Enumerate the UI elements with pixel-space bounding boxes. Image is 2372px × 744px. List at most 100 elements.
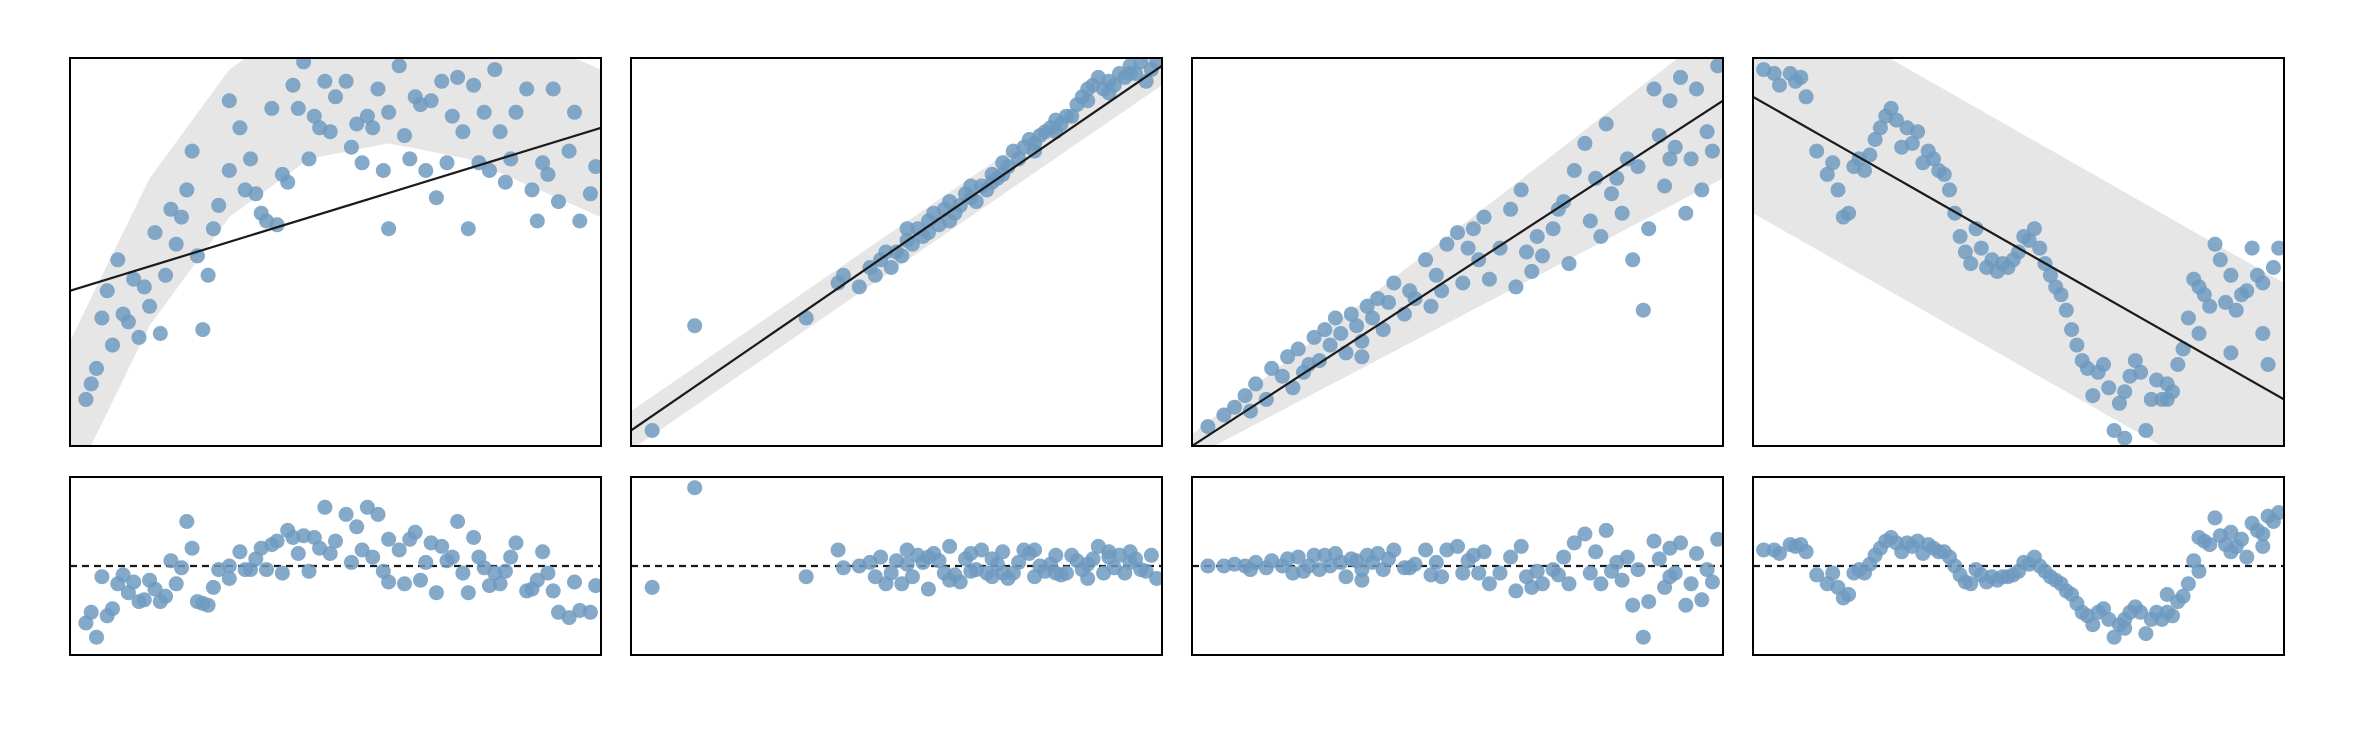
scatter-point <box>264 100 280 116</box>
scatter-point <box>1264 360 1280 376</box>
scatter-point <box>428 585 444 601</box>
scatter-point <box>237 562 253 578</box>
scatter-point <box>221 571 237 586</box>
scatter-point <box>460 585 476 601</box>
scatter-point <box>1138 73 1154 89</box>
scatter-point <box>1662 93 1678 109</box>
scatter-point <box>1423 298 1439 314</box>
scatter-point <box>1577 526 1593 542</box>
panel-frame <box>69 476 602 656</box>
scatter-point <box>391 58 407 74</box>
scatter-point <box>1561 576 1577 592</box>
scatter-point <box>1798 89 1814 105</box>
scatter-point <box>444 108 460 124</box>
scatter-point <box>136 592 152 608</box>
scatter-point <box>381 531 397 547</box>
scatter-point <box>545 583 561 599</box>
scatter-point <box>2138 423 2154 438</box>
scatter-point <box>1402 283 1418 299</box>
scatter-point <box>343 554 359 570</box>
scatter-point <box>567 104 582 120</box>
scatter-point <box>2021 232 2037 248</box>
panel-frame <box>1191 476 1724 656</box>
scatter-point <box>1333 326 1349 341</box>
scatter-point <box>1027 542 1043 558</box>
scatter-point <box>455 565 471 581</box>
scatter-point <box>492 124 508 140</box>
scatter-point <box>942 572 958 588</box>
scatter-point <box>1359 298 1375 314</box>
scatter-point <box>1942 182 1957 198</box>
scatter-point <box>1819 166 1835 182</box>
scatter-point <box>942 538 958 554</box>
scatter-point <box>899 542 915 558</box>
scatter-point <box>798 310 814 326</box>
scatter-point <box>370 81 386 97</box>
scatter-point <box>1465 547 1481 563</box>
scatter-point <box>1704 574 1720 590</box>
plot-area <box>1753 58 2284 446</box>
scatter-point <box>1651 551 1667 567</box>
scatter-point <box>211 197 227 213</box>
scatter-point <box>365 120 381 136</box>
scatter-point <box>482 163 497 178</box>
scatter-point <box>2133 364 2149 380</box>
scatter-point <box>1365 310 1380 326</box>
scatter-point <box>413 572 428 588</box>
scatter-point <box>974 542 989 558</box>
scatter-point <box>205 221 221 237</box>
scatter-point <box>1465 221 1481 237</box>
plot-area <box>631 58 1162 446</box>
scatter-point <box>168 236 184 252</box>
scatter-point <box>1694 182 1710 198</box>
scatter-point <box>899 221 915 237</box>
scatter-point <box>1048 124 1064 140</box>
scatter-point <box>1508 583 1524 599</box>
scatter-point <box>2159 391 2175 407</box>
scatter-point <box>867 569 883 585</box>
scatter-point <box>354 542 370 558</box>
scatter-point <box>434 538 450 554</box>
scatter-point <box>301 151 317 167</box>
scatter-point <box>301 563 317 579</box>
scatter-point <box>2165 608 2180 624</box>
scatter-point <box>561 143 577 159</box>
scatter-point <box>184 143 200 159</box>
scatter-point <box>317 499 333 515</box>
scatter-point <box>1625 252 1641 268</box>
residual-panel-3 <box>1191 476 1724 656</box>
scatter-point <box>1285 565 1301 581</box>
scatter-point <box>131 329 147 345</box>
scatter-point <box>1381 551 1396 567</box>
scatter-point <box>2170 357 2186 372</box>
scatter-point <box>418 554 434 570</box>
scatter-point <box>540 565 556 581</box>
scatter-point <box>1138 563 1154 579</box>
scatter-point <box>835 560 851 576</box>
scatter-point <box>1450 538 1465 554</box>
scatter-point <box>883 260 899 275</box>
scatter-point <box>391 542 407 558</box>
scatter-point <box>2180 310 2196 326</box>
scatter-point <box>232 544 248 560</box>
scatter-point <box>2064 322 2080 338</box>
scatter-point <box>687 480 703 496</box>
scatter-point <box>644 579 660 595</box>
scatter-point <box>1322 337 1338 353</box>
fit-panel-2 <box>630 57 1163 447</box>
scatter-point <box>381 104 397 120</box>
scatter-point <box>476 104 492 120</box>
scatter-point <box>1566 535 1582 551</box>
residual-panel-1 <box>69 476 602 656</box>
scatter-point <box>99 283 115 299</box>
scatter-point <box>1619 549 1635 565</box>
regression-line <box>1753 95 2284 401</box>
scatter-point <box>359 499 375 515</box>
scatter-point <box>535 155 551 171</box>
scatter-point <box>1143 547 1159 563</box>
scatter-point <box>899 556 915 572</box>
scatter-point <box>359 108 375 124</box>
scatter-point <box>1290 549 1306 565</box>
scatter-point <box>174 560 189 576</box>
